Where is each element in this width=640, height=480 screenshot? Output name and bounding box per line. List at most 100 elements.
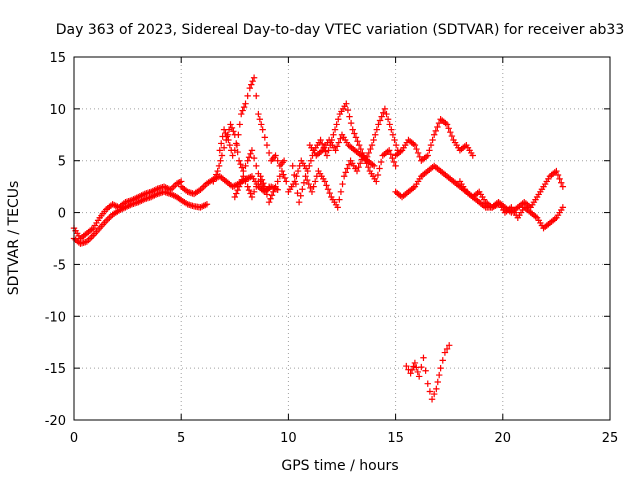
data-point-marker bbox=[323, 182, 330, 189]
data-point-marker bbox=[291, 171, 298, 179]
y-tick-label: -10 bbox=[45, 310, 66, 325]
data-point-marker bbox=[331, 126, 339, 133]
data-point-marker bbox=[237, 179, 244, 187]
data-point-marker bbox=[217, 157, 224, 164]
data-point-marker bbox=[242, 162, 249, 170]
data-point-marker bbox=[245, 186, 253, 194]
data-point-marker bbox=[434, 123, 441, 131]
data-point-marker bbox=[240, 103, 248, 111]
data-point-marker bbox=[334, 204, 341, 211]
x-tick-labels: 0 5 10 15 20 25 bbox=[70, 431, 618, 446]
data-point-marker bbox=[408, 366, 416, 374]
data-point-marker bbox=[377, 158, 385, 166]
data-point-marker bbox=[352, 134, 360, 141]
data-point-marker bbox=[230, 128, 237, 135]
data-point-marker bbox=[238, 110, 245, 118]
data-point-marker bbox=[220, 144, 228, 151]
data-point-marker bbox=[272, 152, 279, 159]
data-point-marker bbox=[424, 152, 431, 159]
data-point-marker bbox=[233, 190, 240, 197]
data-point-marker bbox=[294, 189, 301, 197]
data-point-marker bbox=[227, 121, 234, 128]
data-point-marker bbox=[218, 140, 225, 147]
y-tick-label: 10 bbox=[49, 103, 66, 118]
data-point-marker bbox=[434, 378, 441, 386]
data-point-marker bbox=[237, 160, 244, 168]
data-point-marker bbox=[305, 180, 312, 188]
data-point-marker bbox=[445, 125, 452, 132]
data-point-marker bbox=[370, 162, 378, 170]
data-point-marker bbox=[335, 116, 342, 123]
data-point-marker bbox=[260, 179, 267, 187]
data-point-marker bbox=[248, 81, 255, 88]
data-point-marker bbox=[226, 141, 233, 149]
data-point-marker bbox=[239, 107, 246, 114]
data-point-marker bbox=[335, 139, 342, 146]
data-point-marker bbox=[244, 183, 251, 190]
data-point-marker bbox=[370, 136, 377, 144]
data-point-marker bbox=[176, 178, 183, 186]
data-point-marker bbox=[272, 183, 279, 190]
data-point-marker bbox=[388, 126, 395, 133]
data-point-marker bbox=[556, 175, 563, 183]
x-tick-label: 10 bbox=[280, 431, 297, 446]
data-point-marker bbox=[244, 157, 251, 164]
data-point-marker bbox=[426, 147, 433, 154]
data-point-marker bbox=[235, 183, 243, 190]
data-point-marker bbox=[246, 84, 254, 92]
data-point-marker bbox=[390, 158, 398, 166]
data-point-marker bbox=[368, 141, 376, 149]
data-point-marker bbox=[384, 116, 392, 123]
data-point-marker bbox=[365, 149, 372, 157]
data-point-marker bbox=[403, 362, 410, 370]
data-point-marker bbox=[443, 121, 451, 128]
data-point-marker bbox=[332, 147, 339, 154]
data-point-marker bbox=[261, 134, 269, 141]
y-tick-label: 5 bbox=[58, 155, 66, 170]
data-point-marker bbox=[326, 189, 333, 197]
data-point-marker bbox=[255, 178, 262, 185]
data-point-marker bbox=[337, 188, 345, 196]
data-point-marker bbox=[378, 113, 385, 120]
data-point-marker bbox=[234, 148, 241, 156]
data-point-marker bbox=[422, 367, 429, 374]
data-point-marker bbox=[426, 388, 434, 395]
data-point-marker bbox=[280, 157, 288, 164]
data-point-marker bbox=[336, 196, 343, 203]
data-point-marker bbox=[337, 135, 344, 142]
data-point-marker bbox=[558, 179, 565, 186]
data-point-marker bbox=[228, 124, 236, 132]
data-point-marker bbox=[323, 152, 331, 159]
data-point-marker bbox=[325, 147, 332, 154]
data-point-marker bbox=[307, 157, 315, 164]
data-point-marker bbox=[411, 141, 419, 149]
data-point-marker bbox=[242, 178, 249, 185]
data-point-marker bbox=[255, 110, 262, 118]
data-point-marker bbox=[559, 204, 567, 211]
data-point-marker bbox=[253, 92, 260, 100]
data-point-marker bbox=[214, 167, 221, 175]
data-point-marker bbox=[240, 173, 247, 180]
data-point-marker bbox=[441, 349, 449, 356]
x-tick-label: 20 bbox=[495, 431, 512, 446]
data-point-marker bbox=[333, 121, 340, 128]
data-point-marker bbox=[203, 201, 211, 208]
data-point-marker bbox=[307, 184, 314, 192]
data-point-marker bbox=[439, 357, 446, 364]
data-point-marker bbox=[469, 152, 476, 159]
data-point-marker bbox=[213, 171, 220, 178]
data-point-marker bbox=[173, 180, 181, 187]
data-point-marker bbox=[344, 165, 351, 172]
y-tick-label: -15 bbox=[45, 362, 66, 377]
data-point-marker bbox=[265, 149, 273, 157]
y-tick-label: -20 bbox=[45, 414, 66, 429]
data-point-marker bbox=[248, 147, 256, 154]
data-point-marker bbox=[256, 116, 264, 123]
data-point-marker bbox=[253, 162, 260, 170]
data-point-marker bbox=[351, 130, 358, 137]
data-point-marker bbox=[250, 154, 258, 162]
data-point-marker bbox=[443, 345, 451, 353]
data-point-marker bbox=[435, 119, 443, 127]
data-point-marker bbox=[430, 131, 438, 138]
